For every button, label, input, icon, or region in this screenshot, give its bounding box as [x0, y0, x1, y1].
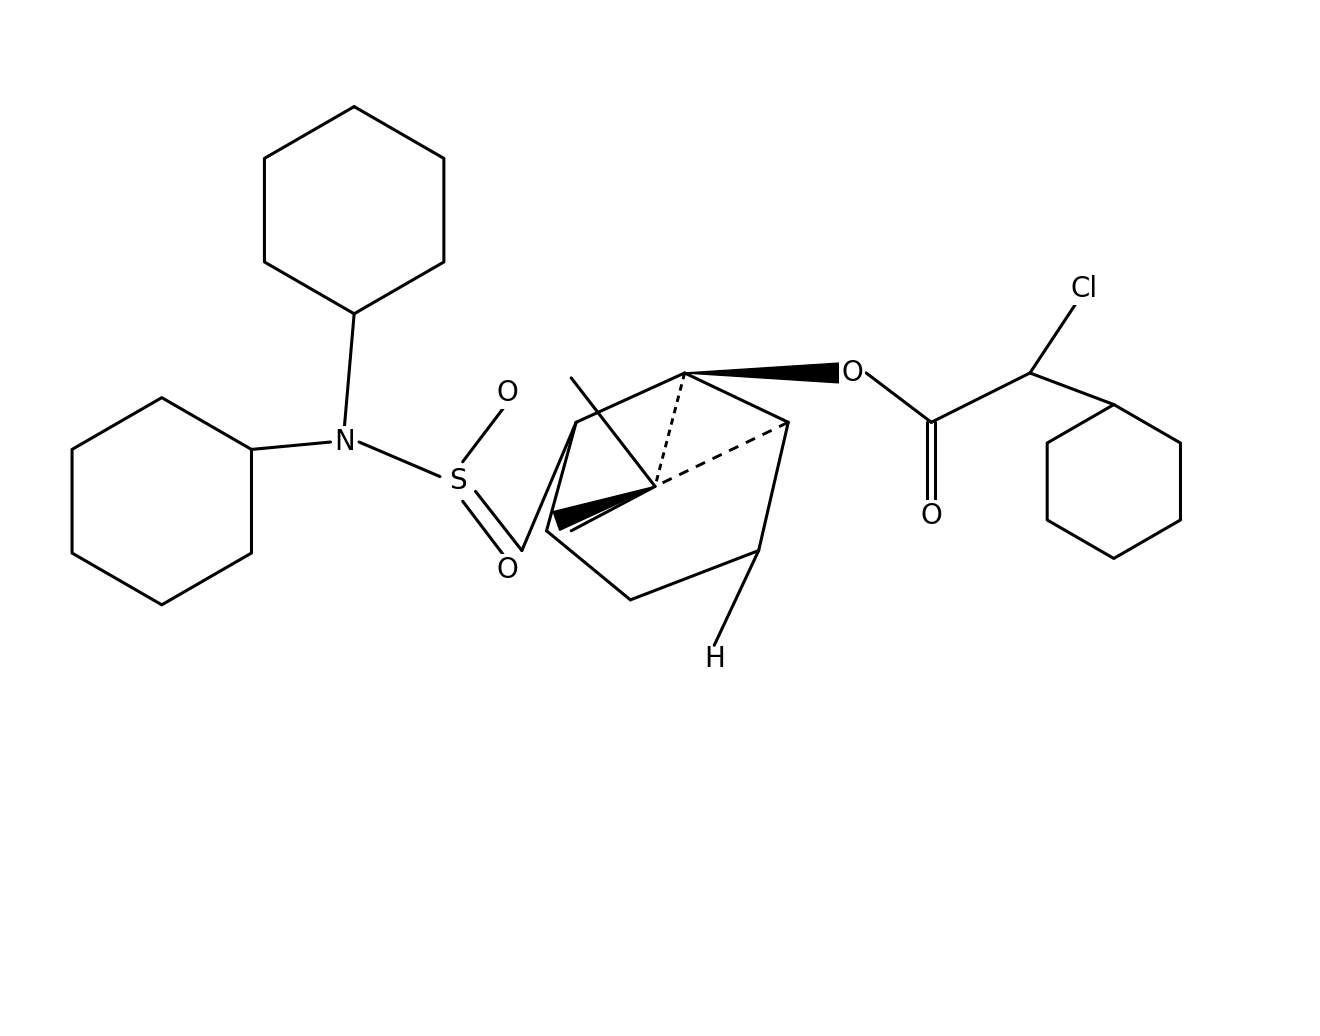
- Text: O: O: [920, 502, 942, 530]
- Text: O: O: [496, 379, 517, 407]
- Text: N: N: [334, 428, 355, 456]
- Text: O: O: [496, 556, 517, 584]
- Text: S: S: [449, 467, 466, 495]
- Text: Cl: Cl: [1071, 276, 1098, 304]
- Text: H: H: [704, 645, 725, 673]
- Polygon shape: [685, 363, 838, 383]
- Text: O: O: [842, 358, 863, 387]
- Polygon shape: [553, 487, 655, 530]
